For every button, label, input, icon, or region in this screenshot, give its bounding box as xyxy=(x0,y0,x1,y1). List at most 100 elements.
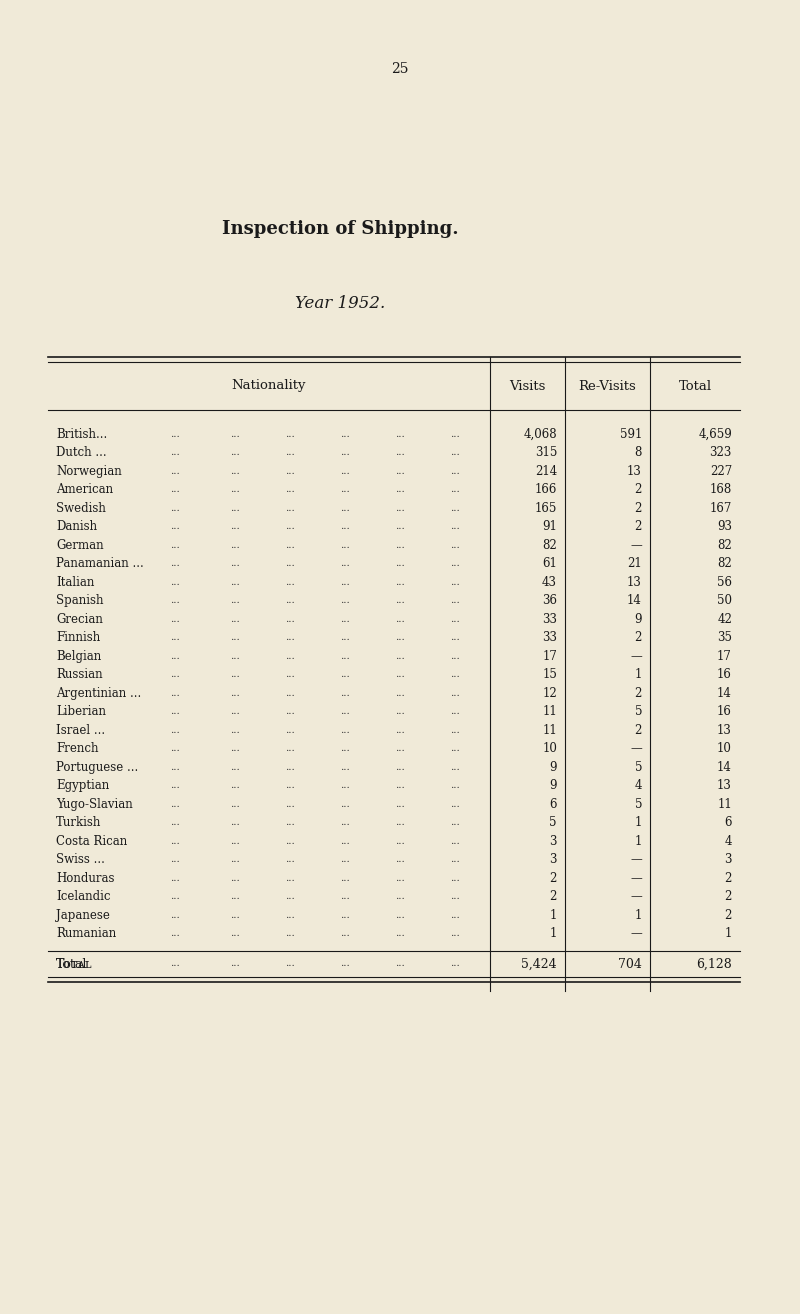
Text: ...: ... xyxy=(450,652,460,661)
Text: ...: ... xyxy=(395,670,405,679)
Text: 166: 166 xyxy=(534,484,557,497)
Text: ...: ... xyxy=(395,430,405,439)
Text: ...: ... xyxy=(170,485,180,494)
Text: 82: 82 xyxy=(542,539,557,552)
Text: ...: ... xyxy=(285,633,295,643)
Text: 6: 6 xyxy=(725,816,732,829)
Text: 14: 14 xyxy=(717,687,732,700)
Text: ...: ... xyxy=(170,819,180,828)
Text: ...: ... xyxy=(340,929,350,938)
Text: French: French xyxy=(56,742,98,756)
Text: ...: ... xyxy=(450,597,460,606)
Text: 5: 5 xyxy=(634,761,642,774)
Text: ...: ... xyxy=(340,670,350,679)
Text: ...: ... xyxy=(230,522,240,531)
Text: ...: ... xyxy=(340,541,350,549)
Text: —: — xyxy=(630,649,642,662)
Text: 35: 35 xyxy=(717,631,732,644)
Text: 2: 2 xyxy=(550,891,557,903)
Text: ...: ... xyxy=(170,959,180,968)
Text: ...: ... xyxy=(285,892,295,901)
Text: Swiss ...: Swiss ... xyxy=(56,853,105,866)
Text: 2: 2 xyxy=(634,484,642,497)
Text: Re-Visits: Re-Visits xyxy=(578,380,636,393)
Text: 2: 2 xyxy=(725,871,732,884)
Text: ...: ... xyxy=(285,782,295,790)
Text: ...: ... xyxy=(340,503,350,512)
Text: 21: 21 xyxy=(627,557,642,570)
Text: 36: 36 xyxy=(542,594,557,607)
Text: ...: ... xyxy=(340,762,350,771)
Text: ...: ... xyxy=(395,744,405,753)
Text: ...: ... xyxy=(395,485,405,494)
Text: ...: ... xyxy=(230,448,240,457)
Text: German: German xyxy=(56,539,104,552)
Text: ...: ... xyxy=(170,837,180,846)
Text: ...: ... xyxy=(395,633,405,643)
Text: ...: ... xyxy=(340,597,350,606)
Text: ...: ... xyxy=(340,633,350,643)
Text: ...: ... xyxy=(230,615,240,624)
Text: 6: 6 xyxy=(550,798,557,811)
Text: Dutch ...: Dutch ... xyxy=(56,447,106,460)
Text: ...: ... xyxy=(285,837,295,846)
Text: ...: ... xyxy=(285,615,295,624)
Text: ...: ... xyxy=(450,800,460,808)
Text: 33: 33 xyxy=(542,612,557,625)
Text: ...: ... xyxy=(285,800,295,808)
Text: ...: ... xyxy=(450,670,460,679)
Text: Norwegian: Norwegian xyxy=(56,465,122,478)
Text: ...: ... xyxy=(340,911,350,920)
Text: ...: ... xyxy=(450,689,460,698)
Text: Tᴏᴛᴀʟ: Tᴏᴛᴀʟ xyxy=(56,958,93,971)
Text: ...: ... xyxy=(170,874,180,883)
Text: ...: ... xyxy=(170,707,180,716)
Text: 11: 11 xyxy=(542,706,557,719)
Text: ...: ... xyxy=(170,762,180,771)
Text: ...: ... xyxy=(450,430,460,439)
Text: 2: 2 xyxy=(634,724,642,737)
Text: 3: 3 xyxy=(725,853,732,866)
Text: ...: ... xyxy=(450,911,460,920)
Text: Belgian: Belgian xyxy=(56,649,102,662)
Text: ...: ... xyxy=(230,633,240,643)
Text: 1: 1 xyxy=(550,928,557,941)
Text: ...: ... xyxy=(285,597,295,606)
Text: ...: ... xyxy=(395,652,405,661)
Text: 9: 9 xyxy=(550,761,557,774)
Text: 1: 1 xyxy=(634,834,642,848)
Text: ...: ... xyxy=(340,874,350,883)
Text: ...: ... xyxy=(230,485,240,494)
Text: 323: 323 xyxy=(710,447,732,460)
Text: 2: 2 xyxy=(725,909,732,921)
Text: ...: ... xyxy=(450,874,460,883)
Text: ...: ... xyxy=(170,725,180,735)
Text: Spanish: Spanish xyxy=(56,594,103,607)
Text: ...: ... xyxy=(230,689,240,698)
Text: ...: ... xyxy=(170,800,180,808)
Text: ...: ... xyxy=(170,855,180,865)
Text: ...: ... xyxy=(450,560,460,568)
Text: ...: ... xyxy=(170,597,180,606)
Text: 14: 14 xyxy=(717,761,732,774)
Text: ...: ... xyxy=(395,800,405,808)
Text: ...: ... xyxy=(285,725,295,735)
Text: ...: ... xyxy=(395,560,405,568)
Text: ...: ... xyxy=(285,911,295,920)
Text: ...: ... xyxy=(395,503,405,512)
Text: ...: ... xyxy=(395,837,405,846)
Text: Nationality: Nationality xyxy=(232,380,306,393)
Text: ...: ... xyxy=(450,541,460,549)
Text: ...: ... xyxy=(395,707,405,716)
Text: ...: ... xyxy=(450,448,460,457)
Text: ...: ... xyxy=(230,855,240,865)
Text: Year 1952.: Year 1952. xyxy=(295,296,385,311)
Text: Rumanian: Rumanian xyxy=(56,928,116,941)
Text: 82: 82 xyxy=(718,557,732,570)
Text: ...: ... xyxy=(230,560,240,568)
Text: ...: ... xyxy=(395,615,405,624)
Text: 4,659: 4,659 xyxy=(698,428,732,440)
Text: ...: ... xyxy=(230,430,240,439)
Text: ...: ... xyxy=(230,503,240,512)
Text: ...: ... xyxy=(450,615,460,624)
